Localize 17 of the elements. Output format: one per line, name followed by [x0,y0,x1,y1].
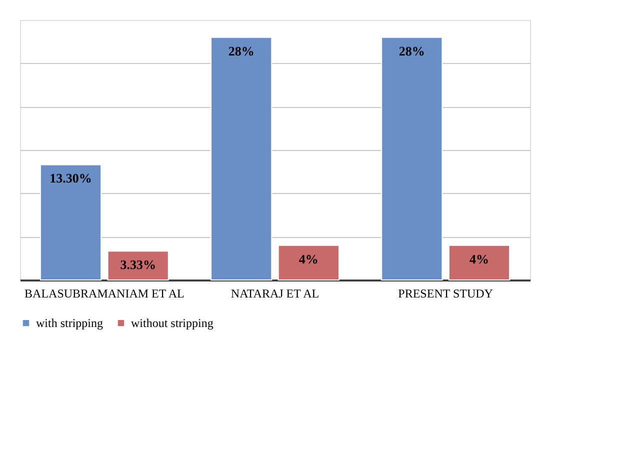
bar [210,36,272,280]
bar [381,36,443,280]
bar [278,244,340,280]
bar [448,244,510,280]
data-label: 28% [228,43,254,58]
legend-label: with stripping [36,316,104,330]
data-label: 13.30% [50,170,92,186]
data-label: 28% [398,43,425,58]
x-tick-label: PRESENT STUDY [398,286,494,300]
legend-label: without stripping [131,316,214,330]
data-label: 4% [298,251,318,266]
data-label: 3.33% [120,257,156,272]
x-tick-label: BALASUBRAMANIAM ET AL [24,286,184,300]
bar [107,250,169,280]
data-label: 4% [469,251,489,266]
bar [40,164,102,280]
x-tick-label: NATARAJ ET AL [230,286,320,300]
